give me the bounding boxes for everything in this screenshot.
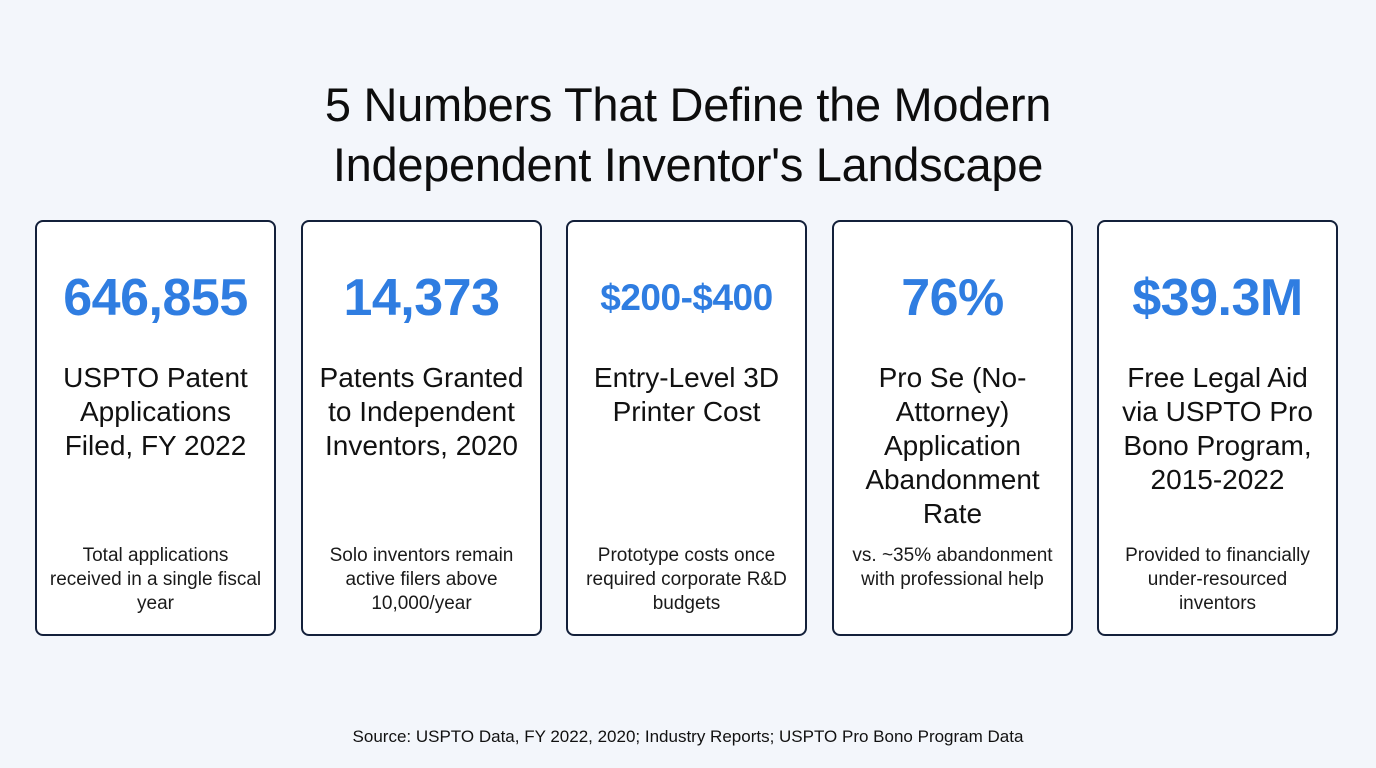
stat-card-abandonment-rate: 76% Pro Se (No-Attorney) Application Aba… (832, 220, 1073, 636)
stat-card-patents-granted: 14,373 Patents Granted to Independent In… (301, 220, 542, 636)
stat-note: vs. ~35% abandonment with professional h… (852, 545, 1053, 590)
stat-label: Pro Se (No-Attorney) Application Abandon… (865, 362, 1040, 529)
stat-cards: 646,855 USPTO Patent Applications Filed,… (35, 220, 1341, 640)
stat-value: 76% (901, 269, 1004, 327)
stat-note: Total applications received in a single … (49, 545, 262, 614)
stat-note: Prototype costs once required corporate … (586, 545, 787, 614)
stat-label: USPTO Patent Applications Filed, FY 2022 (63, 362, 248, 461)
stat-card-applications: 646,855 USPTO Patent Applications Filed,… (35, 220, 276, 636)
stat-value: $39.3M (1132, 269, 1303, 327)
stat-label: Patents Granted to Independent Inventors… (319, 362, 524, 461)
source-note: Source: USPTO Data, FY 2022, 2020; Indus… (352, 727, 1024, 746)
stat-label: Entry-Level 3D Printer Cost (593, 362, 780, 427)
stat-note: Solo inventors remain active filers abov… (329, 545, 514, 614)
stat-label: Free Legal Aid via USPTO Pro Bono Progra… (1122, 362, 1313, 495)
page-title-line-1: 5 Numbers That Define the Modern (324, 78, 1052, 132)
page-title-line-2: Independent Inventor's Landscape (332, 138, 1044, 192)
page-title: 5 Numbers That Define the Modern Indepen… (0, 75, 1376, 195)
stat-note: Provided to financially under-resourced … (1125, 545, 1310, 614)
stat-value: 14,373 (343, 269, 500, 327)
stat-value: $200-$400 (600, 277, 773, 318)
stat-value: 646,855 (63, 269, 248, 327)
stat-card-printer-cost: $200-$400 Entry-Level 3D Printer Cost Pr… (566, 220, 807, 636)
stat-card-legal-aid: $39.3M Free Legal Aid via USPTO Pro Bono… (1097, 220, 1338, 636)
